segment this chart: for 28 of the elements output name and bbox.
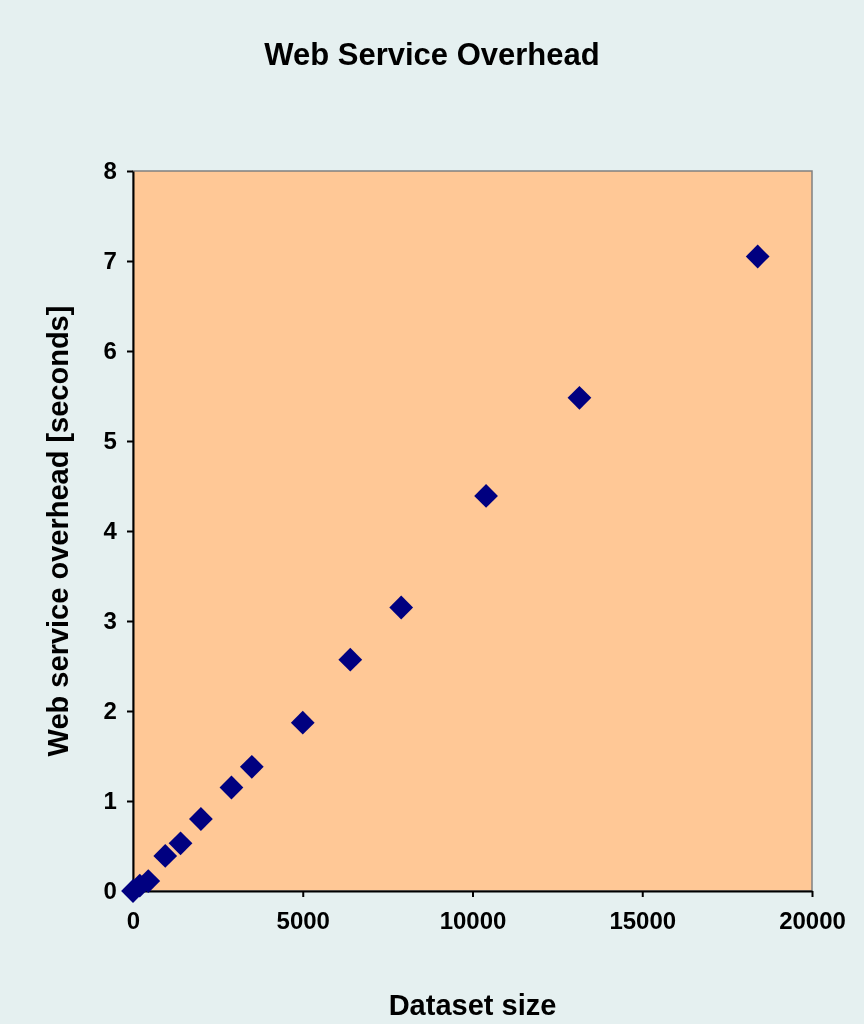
y-tick-label: 5 xyxy=(103,427,117,455)
point xyxy=(239,754,264,779)
x-tick-label: 20000 xyxy=(779,906,846,934)
y-tick-label: 6 xyxy=(103,337,117,365)
y-tick-label: 4 xyxy=(103,517,118,545)
y-tick-label: 8 xyxy=(103,157,117,185)
point xyxy=(745,244,770,269)
point xyxy=(189,807,213,831)
chart-title: Web Service Overhead xyxy=(264,37,600,72)
point xyxy=(219,775,244,800)
x-axis-title: Dataset size xyxy=(388,989,557,1021)
point xyxy=(153,844,178,868)
y-tick-label: 2 xyxy=(103,697,117,725)
point xyxy=(168,831,193,856)
x-tick-label: 15000 xyxy=(609,906,677,934)
y-tick-label: 0 xyxy=(103,877,117,905)
point xyxy=(567,385,592,410)
point xyxy=(290,710,315,735)
y-tick-label: 1 xyxy=(103,787,117,815)
point xyxy=(389,595,414,620)
point xyxy=(338,647,363,672)
x-tick-label: 0 xyxy=(126,906,141,934)
x-tick-label: 10000 xyxy=(439,906,507,934)
y-tick-label: 7 xyxy=(103,247,117,275)
y-axis-title: Web service overhead [seconds] xyxy=(42,305,74,757)
y-tick-label: 3 xyxy=(103,607,117,635)
point xyxy=(474,484,498,508)
x-tick-label: 5000 xyxy=(276,906,330,934)
